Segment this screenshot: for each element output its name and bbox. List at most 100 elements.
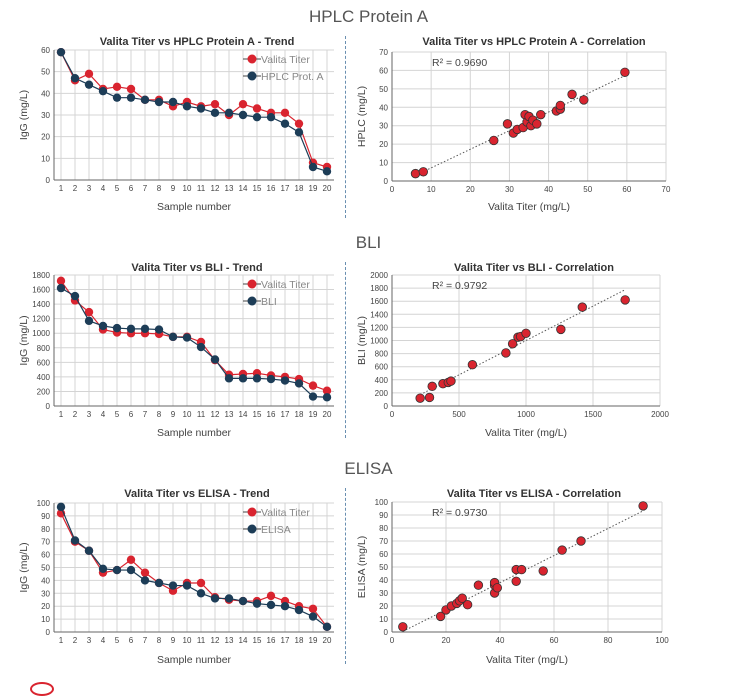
x-tick-label: 60 — [550, 636, 559, 645]
x-tick-label: 80 — [604, 636, 613, 645]
legend-label: ELISA — [261, 524, 291, 536]
data-point — [532, 119, 542, 129]
data-point — [252, 104, 262, 113]
y-tick-label: 10 — [41, 154, 50, 163]
x-tick-label: 15 — [253, 184, 262, 193]
data-point — [112, 82, 122, 92]
data-point — [501, 348, 511, 358]
data-point — [555, 100, 566, 111]
elisa-correlation-chart: Valita Titer vs ELISA - Correlation Valit… — [356, 488, 669, 666]
legend-marker — [247, 54, 257, 64]
data-point — [322, 393, 332, 402]
data-point — [126, 84, 136, 94]
y-tick-label: 1200 — [370, 323, 388, 332]
data-point — [238, 99, 248, 109]
x-axis-label: Valita Titer (mg/L) — [488, 201, 570, 213]
y-tick-label: 30 — [379, 589, 388, 598]
chart-title: Valita Titer vs ELISA - Trend — [124, 488, 270, 500]
data-point — [238, 374, 248, 383]
hplc-trend-chart: Valita Titer vs HPLC Protein A - Trend Sa… — [18, 36, 334, 213]
y-tick-label: 100 — [375, 498, 389, 507]
x-axis-label: Sample number — [157, 201, 232, 213]
x-tick-label: 1 — [59, 184, 64, 193]
x-tick-label: 19 — [309, 184, 318, 193]
data-point — [84, 307, 94, 317]
y-tick-label: 200 — [37, 387, 51, 396]
data-point — [238, 110, 248, 120]
x-tick-label: 14 — [239, 636, 248, 645]
data-point — [266, 374, 276, 384]
data-point — [70, 536, 80, 545]
y-tick-label: 0 — [384, 628, 389, 637]
data-point — [70, 73, 80, 83]
legend-label: Valita Titer — [261, 54, 310, 66]
y-tick-label: 60 — [379, 550, 388, 559]
y-axis-label: IgG (mg/L) — [18, 542, 30, 592]
x-tick-label: 20 — [323, 410, 332, 419]
x-tick-label: 7 — [143, 184, 148, 193]
x-tick-label: 15 — [253, 410, 262, 419]
x-tick-label: 14 — [239, 184, 248, 193]
y-tick-label: 0 — [46, 628, 51, 637]
x-tick-label: 2 — [73, 636, 78, 645]
data-point — [238, 596, 248, 606]
x-tick-label: 60 — [622, 185, 631, 194]
x-tick-label: 20 — [442, 636, 451, 645]
data-point — [280, 119, 290, 128]
data-point — [182, 102, 192, 111]
data-point — [538, 566, 548, 576]
legend-marker — [247, 296, 257, 306]
x-tick-label: 0 — [390, 410, 395, 419]
data-point — [210, 108, 220, 118]
data-point — [322, 622, 332, 632]
data-point — [210, 99, 220, 109]
chart-title: Valita Titer vs BLI - Trend — [131, 262, 262, 274]
data-point — [84, 546, 94, 555]
y-tick-label: 40 — [379, 576, 388, 585]
y-tick-label: 2000 — [370, 271, 388, 280]
data-point — [577, 302, 587, 312]
y-tick-label: 50 — [379, 563, 388, 572]
x-tick-label: 12 — [211, 410, 220, 419]
data-point — [294, 119, 304, 128]
x-tick-label: 8 — [157, 636, 162, 645]
y-tick-label: 400 — [375, 376, 389, 385]
data-point — [516, 564, 527, 575]
data-point — [210, 355, 220, 364]
x-tick-label: 5 — [115, 636, 120, 645]
data-point — [182, 581, 192, 590]
data-point — [308, 162, 318, 172]
data-point — [98, 321, 108, 331]
data-point — [507, 339, 518, 349]
data-point — [521, 328, 531, 338]
bli-trend-chart: Valita Titer vs BLI - Trend Sample number… — [18, 262, 334, 439]
x-tick-label: 17 — [281, 410, 290, 419]
x-tick-label: 13 — [225, 636, 234, 645]
legend-marker — [247, 71, 257, 81]
data-point — [168, 332, 178, 342]
y-tick-label: 30 — [379, 122, 388, 131]
y-tick-label: 1800 — [32, 271, 50, 280]
y-tick-label: 1000 — [32, 329, 50, 338]
y-tick-label: 800 — [37, 344, 51, 353]
x-tick-label: 12 — [211, 184, 220, 193]
data-point — [140, 568, 150, 577]
y-tick-label: 0 — [46, 402, 51, 411]
x-tick-label: 3 — [87, 636, 92, 645]
legend-label: HPLC Prot. A — [261, 71, 323, 83]
y-tick-label: 60 — [41, 551, 50, 560]
x-tick-label: 10 — [427, 185, 436, 194]
data-point — [557, 545, 567, 555]
y-tick-label: 30 — [41, 111, 50, 120]
data-point — [446, 376, 456, 386]
y-tick-label: 1600 — [370, 297, 388, 306]
data-point — [56, 47, 66, 57]
x-tick-label: 16 — [267, 410, 276, 419]
x-tick-label: 40 — [496, 636, 505, 645]
r-squared-label: R² = 0.9792 — [432, 280, 487, 292]
x-tick-label: 4 — [101, 410, 106, 419]
y-tick-label: 40 — [379, 103, 388, 112]
x-tick-label: 13 — [225, 410, 234, 419]
data-point — [462, 600, 473, 610]
